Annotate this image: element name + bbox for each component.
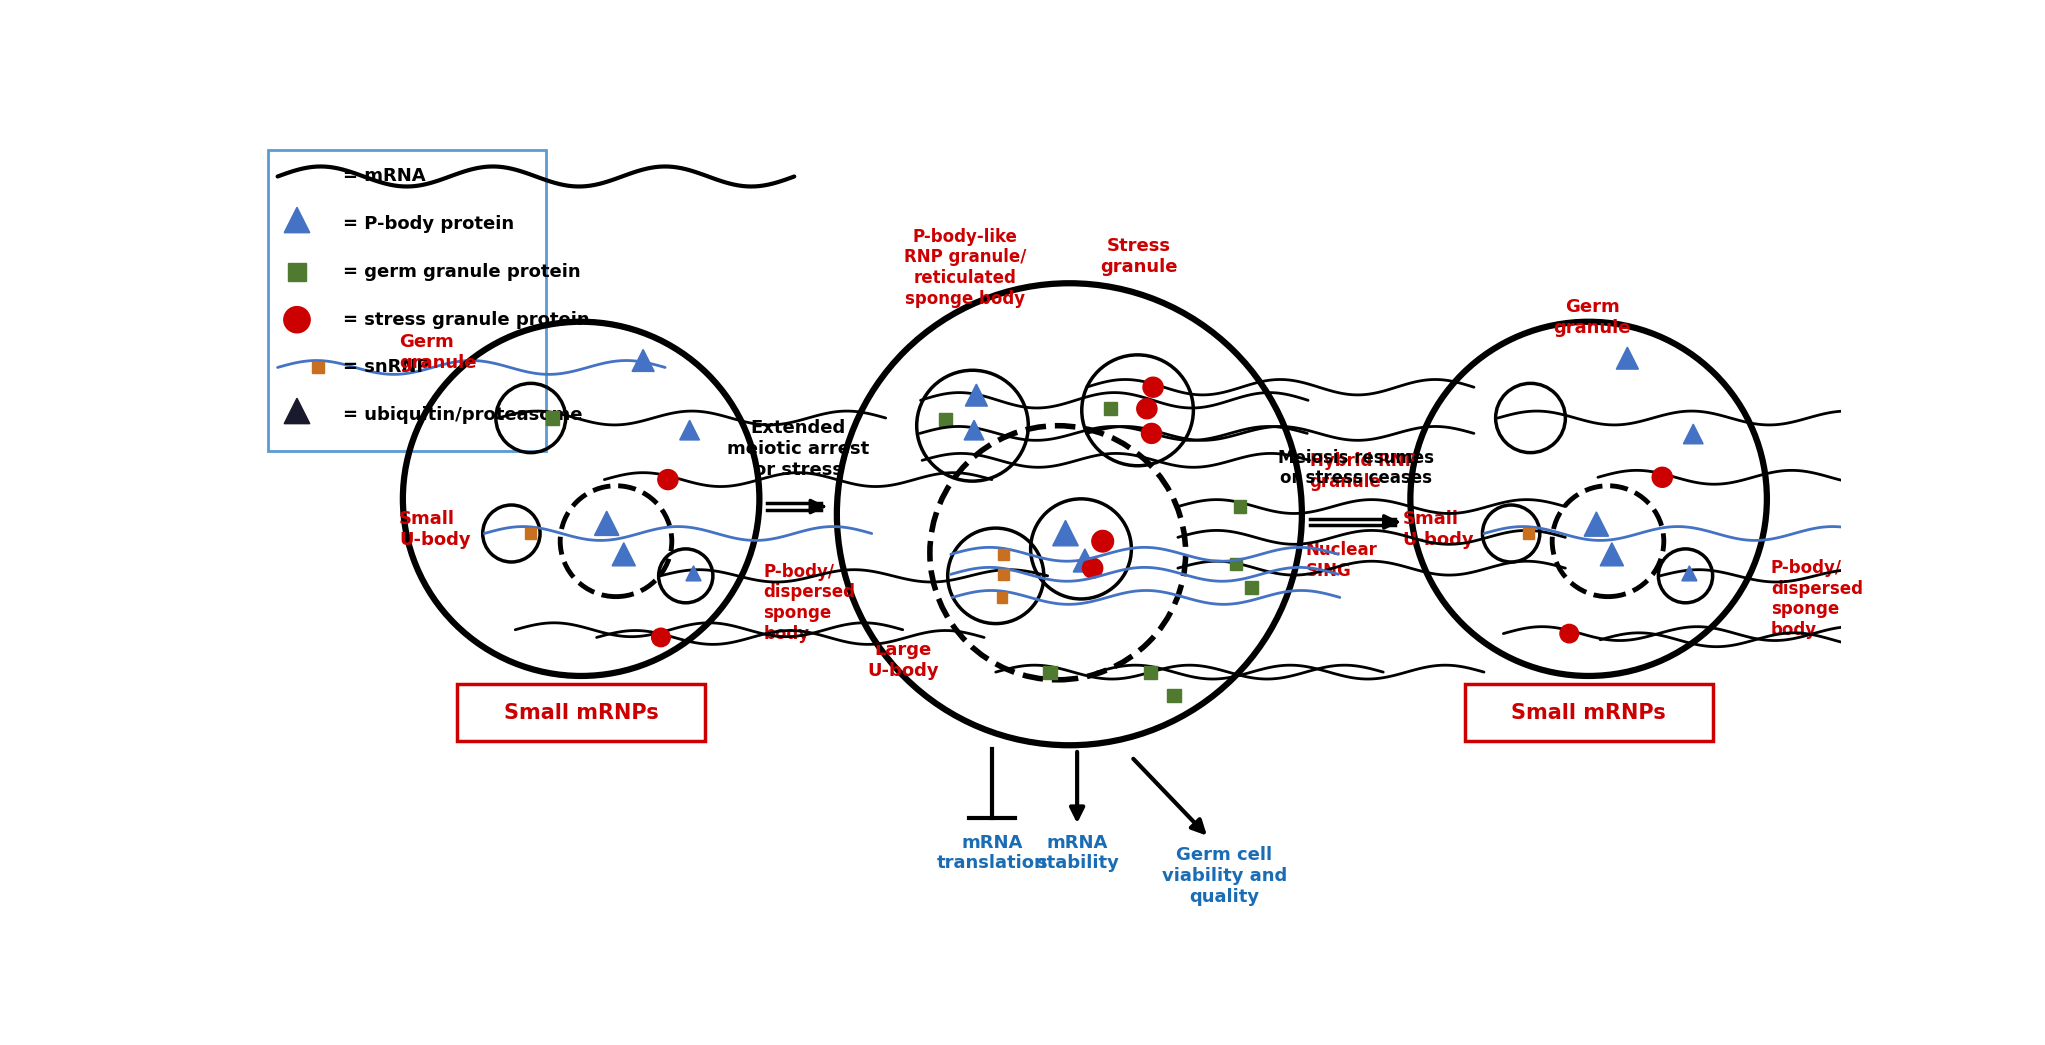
Text: Small mRNPs: Small mRNPs bbox=[1511, 703, 1667, 723]
Bar bbox=[1143, 666, 1157, 678]
Text: Small
U-body: Small U-body bbox=[1403, 510, 1474, 549]
Polygon shape bbox=[679, 420, 699, 440]
Text: Large
U-body: Large U-body bbox=[867, 642, 939, 680]
Polygon shape bbox=[1585, 512, 1609, 536]
Text: = mRNA: = mRNA bbox=[344, 167, 425, 186]
Text: Germ
granule: Germ granule bbox=[399, 333, 476, 372]
Bar bbox=[998, 568, 1008, 580]
Polygon shape bbox=[965, 385, 988, 407]
Bar bbox=[1104, 402, 1117, 415]
Bar bbox=[939, 413, 953, 426]
Polygon shape bbox=[284, 207, 309, 233]
Polygon shape bbox=[632, 349, 654, 371]
Circle shape bbox=[1137, 399, 1157, 419]
Bar bbox=[1524, 528, 1534, 539]
Bar bbox=[313, 362, 323, 373]
Text: = snRNP: = snRNP bbox=[344, 358, 429, 376]
FancyArrowPatch shape bbox=[1384, 516, 1397, 528]
Bar bbox=[1168, 689, 1180, 702]
Text: P-body/
dispersed
sponge
body: P-body/ dispersed sponge body bbox=[763, 562, 855, 643]
Polygon shape bbox=[1616, 347, 1638, 369]
Bar bbox=[998, 549, 1008, 560]
Circle shape bbox=[652, 628, 671, 647]
Bar bbox=[996, 593, 1008, 603]
Polygon shape bbox=[1074, 549, 1096, 572]
Bar bbox=[1229, 558, 1241, 571]
Text: = P-body protein: = P-body protein bbox=[344, 215, 515, 233]
Polygon shape bbox=[1053, 520, 1078, 545]
FancyBboxPatch shape bbox=[1464, 683, 1712, 741]
Text: P-body-like
RNP granule/
reticulated
sponge body: P-body-like RNP granule/ reticulated spo… bbox=[904, 228, 1027, 308]
FancyArrowPatch shape bbox=[1072, 752, 1084, 818]
Circle shape bbox=[1092, 531, 1115, 552]
Text: = ubiquitin/proteasome: = ubiquitin/proteasome bbox=[344, 407, 583, 424]
Bar bbox=[288, 262, 307, 281]
Bar bbox=[1043, 666, 1057, 678]
Polygon shape bbox=[963, 420, 984, 440]
Text: P-body/
dispersed
sponge
body: P-body/ dispersed sponge body bbox=[1771, 559, 1863, 640]
FancyBboxPatch shape bbox=[268, 149, 546, 451]
Polygon shape bbox=[284, 398, 309, 423]
Text: Nuclear
SING: Nuclear SING bbox=[1307, 541, 1378, 580]
Circle shape bbox=[1652, 467, 1673, 487]
Circle shape bbox=[1560, 624, 1579, 643]
Polygon shape bbox=[1681, 565, 1697, 581]
Bar bbox=[1245, 581, 1258, 594]
Text: Extended
meiotic arrest
or stress: Extended meiotic arrest or stress bbox=[728, 419, 869, 479]
Bar bbox=[1233, 501, 1245, 513]
Circle shape bbox=[1082, 558, 1102, 578]
Circle shape bbox=[1141, 423, 1162, 443]
Text: Germ
granule: Germ granule bbox=[1554, 299, 1632, 338]
Text: mRNA
stability: mRNA stability bbox=[1035, 834, 1119, 873]
Text: Germ cell
viability and
quality: Germ cell viability and quality bbox=[1162, 846, 1286, 906]
FancyArrowPatch shape bbox=[1133, 759, 1205, 832]
Circle shape bbox=[1143, 377, 1164, 397]
Text: = germ granule protein: = germ granule protein bbox=[344, 263, 581, 281]
Bar bbox=[546, 412, 558, 424]
Text: mRNA
translation: mRNA translation bbox=[937, 834, 1047, 873]
Circle shape bbox=[658, 469, 679, 490]
Text: Hybrid RNP
granule: Hybrid RNP granule bbox=[1309, 452, 1417, 491]
Polygon shape bbox=[611, 542, 636, 565]
Circle shape bbox=[284, 306, 311, 332]
Text: Small
U-body: Small U-body bbox=[399, 510, 470, 549]
Text: Meiosis resumes
or stress ceases: Meiosis resumes or stress ceases bbox=[1278, 448, 1434, 487]
FancyBboxPatch shape bbox=[458, 683, 706, 741]
Text: Stress
granule: Stress granule bbox=[1100, 237, 1178, 276]
Polygon shape bbox=[1683, 424, 1703, 444]
Text: Small mRNPs: Small mRNPs bbox=[503, 703, 658, 723]
Bar bbox=[526, 528, 536, 539]
Polygon shape bbox=[595, 511, 620, 535]
Polygon shape bbox=[1601, 542, 1624, 565]
FancyArrowPatch shape bbox=[810, 501, 824, 513]
Polygon shape bbox=[685, 565, 701, 581]
Text: = stress granule protein: = stress granule protein bbox=[344, 310, 591, 329]
